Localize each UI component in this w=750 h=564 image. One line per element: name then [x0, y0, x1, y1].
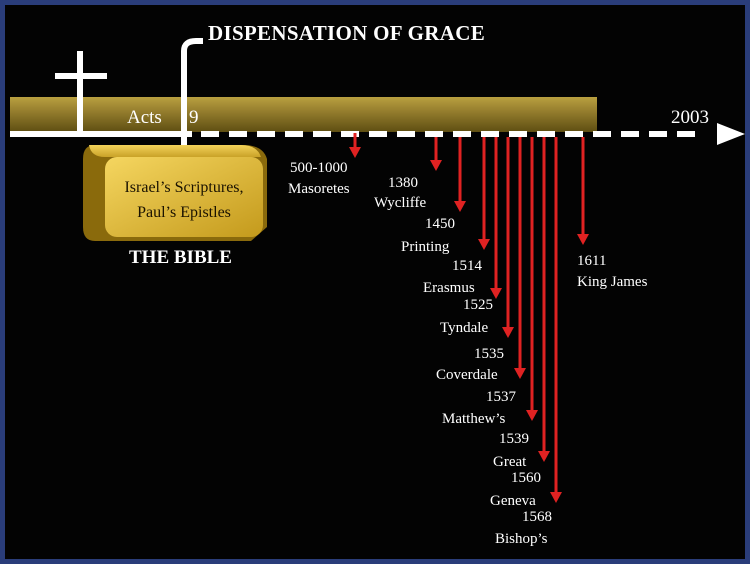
arrow-wycliffe — [430, 137, 442, 171]
arrow-bishops — [550, 137, 562, 503]
axis-end-label: 2003 — [671, 107, 709, 128]
book-line-2: Paul’s Epistles — [137, 204, 231, 221]
arrow-erasmus — [478, 137, 490, 250]
arrow-masoretes — [349, 133, 361, 158]
event-date-printing: 1450 — [425, 216, 455, 232]
event-name-king-james: King James — [577, 274, 648, 290]
event-arrows — [349, 133, 589, 503]
axis-start-label: Acts — [127, 107, 162, 128]
event-name-geneva: Geneva — [490, 493, 536, 509]
event-date-masoretes: 500-1000 — [290, 160, 348, 176]
event-name-printing: Printing — [401, 239, 450, 255]
arrow-printing — [454, 137, 466, 212]
event-date-erasmus: 1514 — [452, 258, 482, 274]
axis-start-number: 9 — [189, 107, 199, 128]
grace-band — [10, 97, 597, 132]
axis-arrowhead — [717, 123, 745, 145]
arrow-coverdale — [502, 137, 514, 338]
axis-dashed — [201, 131, 695, 137]
arrow-geneva — [538, 137, 550, 462]
event-name-erasmus: Erasmus — [423, 280, 475, 296]
event-name-tyndale: Tyndale — [440, 320, 489, 336]
event-date-tyndale: 1525 — [463, 297, 493, 313]
cross-icon — [55, 51, 107, 137]
book-line-1: Israel’s Scriptures, — [124, 179, 244, 196]
timeline-diagram — [10, 38, 745, 503]
event-date-geneva: 1560 — [511, 470, 541, 486]
event-name-matthews: Matthew’s — [442, 411, 506, 427]
axis-solid — [10, 131, 192, 137]
event-date-king-james: 1611 — [577, 253, 607, 269]
arrow-great — [526, 137, 538, 421]
grace-bracket — [181, 38, 203, 145]
event-name-masoretes: Masoretes — [288, 181, 350, 197]
book-caption: THE BIBLE — [129, 247, 232, 268]
arrow-king-james — [577, 137, 589, 245]
event-date-matthews: 1537 — [486, 389, 516, 405]
chart-title: DISPENSATION OF GRACE — [208, 21, 486, 45]
arrow-matthews — [514, 137, 526, 379]
event-date-great: 1539 — [499, 431, 529, 447]
event-date-bishops: 1568 — [522, 509, 552, 525]
event-date-coverdale: 1535 — [474, 346, 504, 362]
event-date-wycliffe: 1380 — [388, 175, 418, 191]
event-name-great: Great — [493, 454, 527, 470]
event-name-wycliffe: Wycliffe — [374, 195, 427, 211]
bible-book-icon — [83, 145, 267, 241]
event-name-coverdale: Coverdale — [436, 367, 498, 383]
arrow-tyndale — [490, 137, 502, 299]
event-name-bishops: Bishop’s — [495, 531, 548, 547]
